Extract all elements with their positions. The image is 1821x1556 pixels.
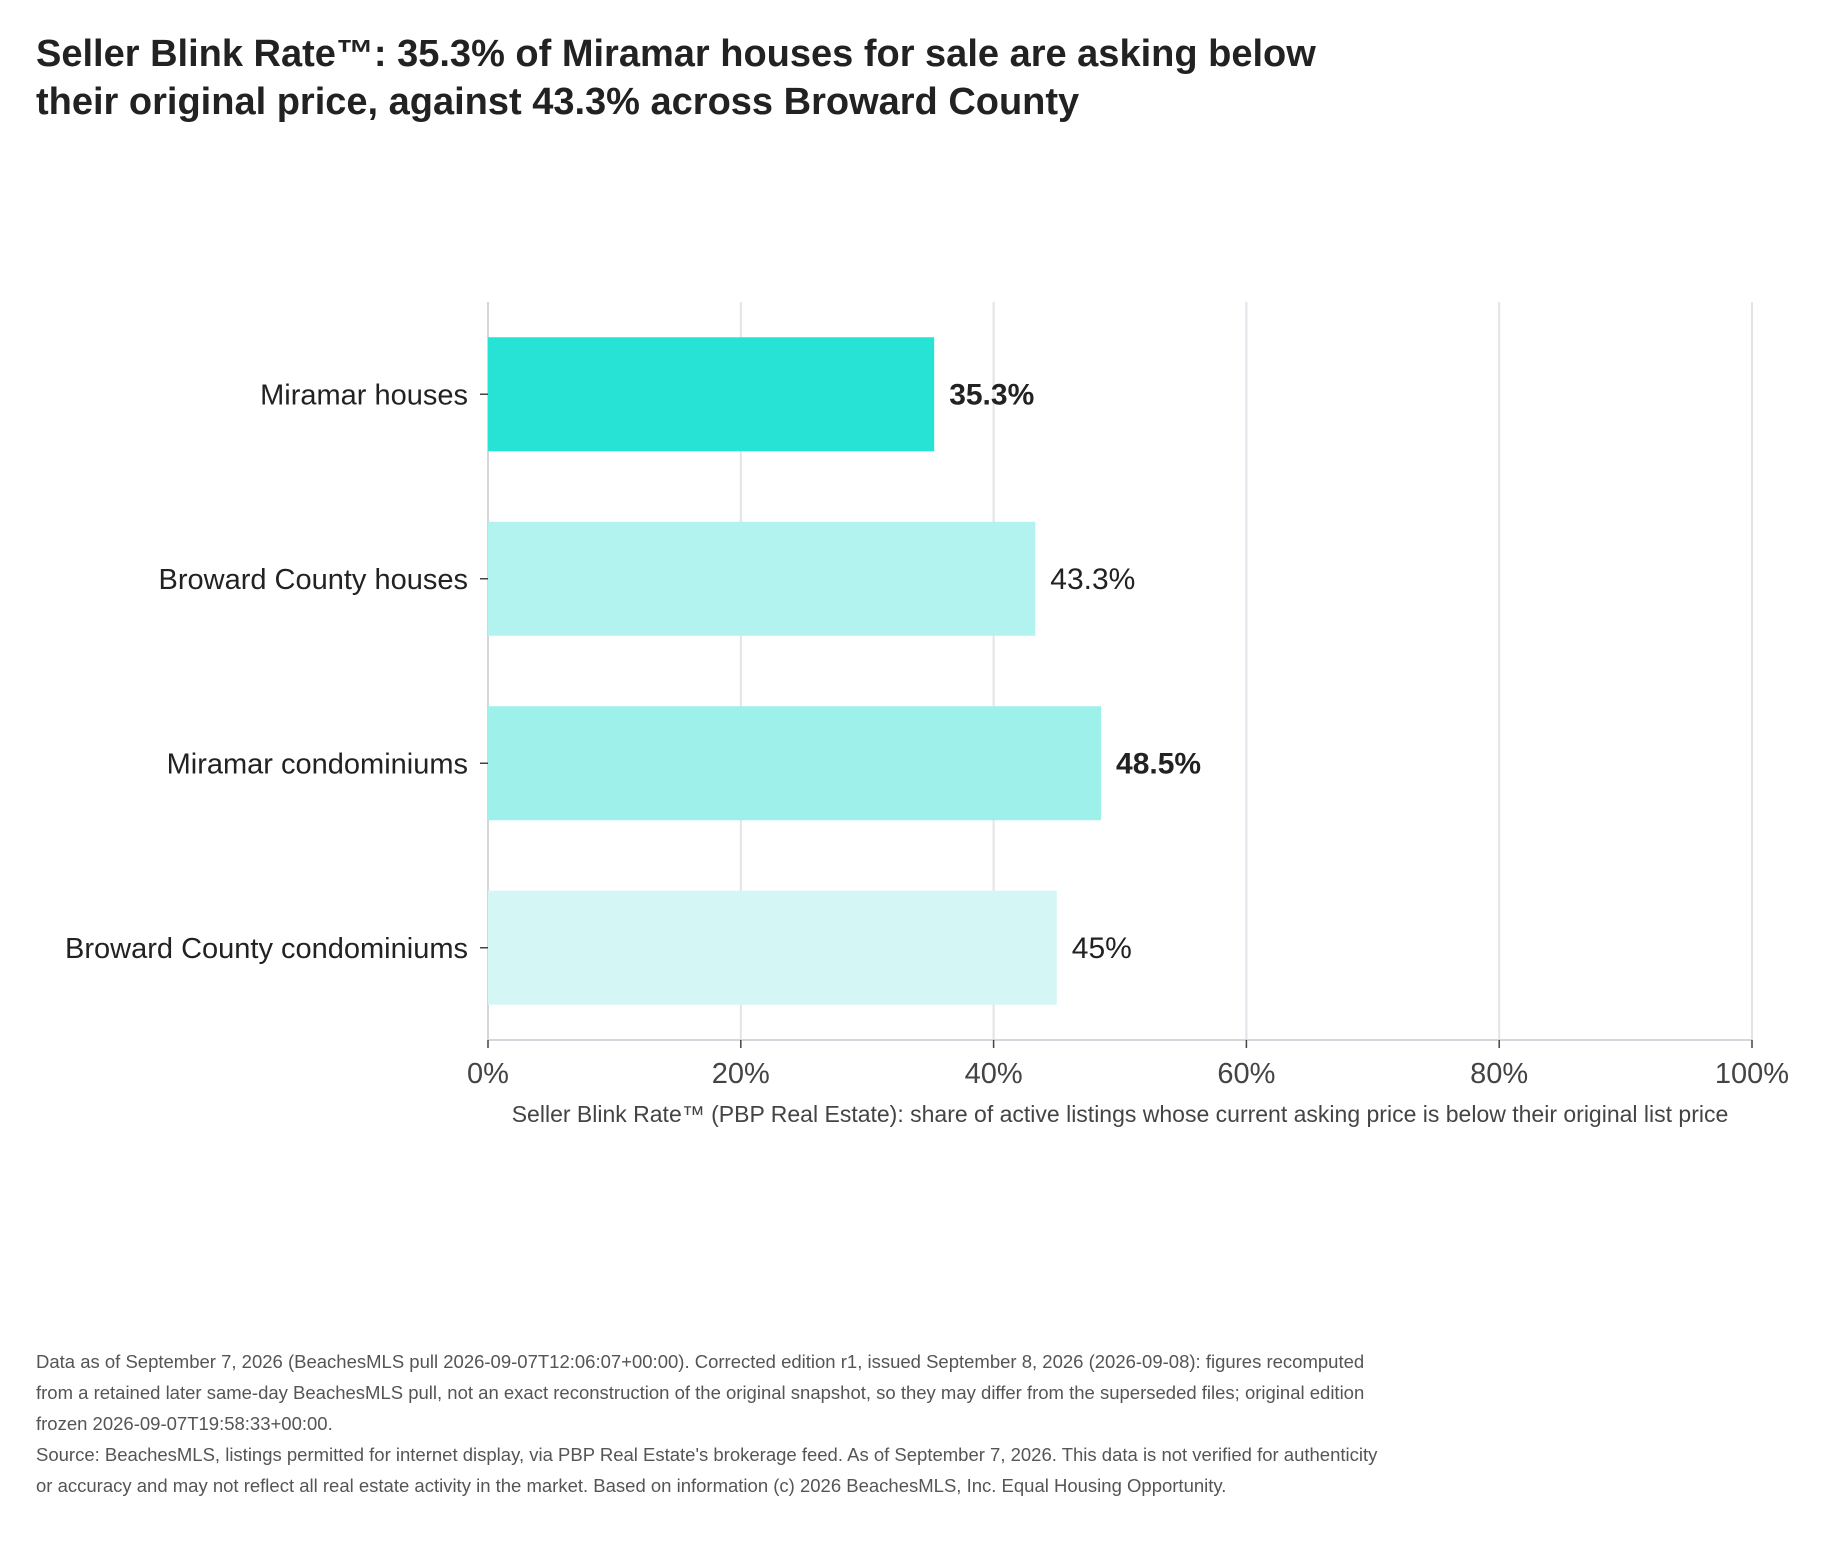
bar-value-label: 43.3% — [1050, 563, 1135, 596]
footer-source: Source: BeachesMLS, listings permitted f… — [36, 1444, 1378, 1496]
bar — [488, 521, 1036, 636]
category-label: Miramar houses — [260, 379, 468, 411]
bar — [488, 337, 935, 452]
x-tick-label: 80% — [1470, 1058, 1528, 1090]
bar-value-label: 35.3% — [949, 378, 1034, 411]
x-tick-label: 100% — [1715, 1058, 1789, 1090]
bar-value-label: 45% — [1072, 932, 1132, 965]
bar — [488, 706, 1102, 821]
x-axis-title: Seller Blink Rate™ (PBP Real Estate): sh… — [512, 1101, 1729, 1127]
footer-note: Data as of September 7, 2026 (BeachesMLS… — [36, 1351, 1365, 1434]
chart-footer: Data as of September 7, 2026 (BeachesMLS… — [36, 1346, 1396, 1501]
category-label: Broward County houses — [159, 564, 469, 596]
x-tick-label: 60% — [1217, 1058, 1275, 1090]
category-label: Broward County condominiums — [65, 933, 468, 965]
bar-chart: 0% 20% 40% 60% 80% 100% Miramar houses 35.3% Bro… — [65, 302, 1789, 1127]
chart-title: Seller Blink Rate™: 35.3% of Miramar hou… — [36, 33, 1316, 123]
x-tick-label: 20% — [712, 1058, 770, 1090]
x-tick-label: 40% — [965, 1058, 1023, 1090]
x-tick-label: 0% — [467, 1058, 509, 1090]
category-label: Miramar condominiums — [167, 748, 468, 780]
bar — [488, 890, 1057, 1005]
bar-value-label: 48.5% — [1116, 747, 1201, 780]
